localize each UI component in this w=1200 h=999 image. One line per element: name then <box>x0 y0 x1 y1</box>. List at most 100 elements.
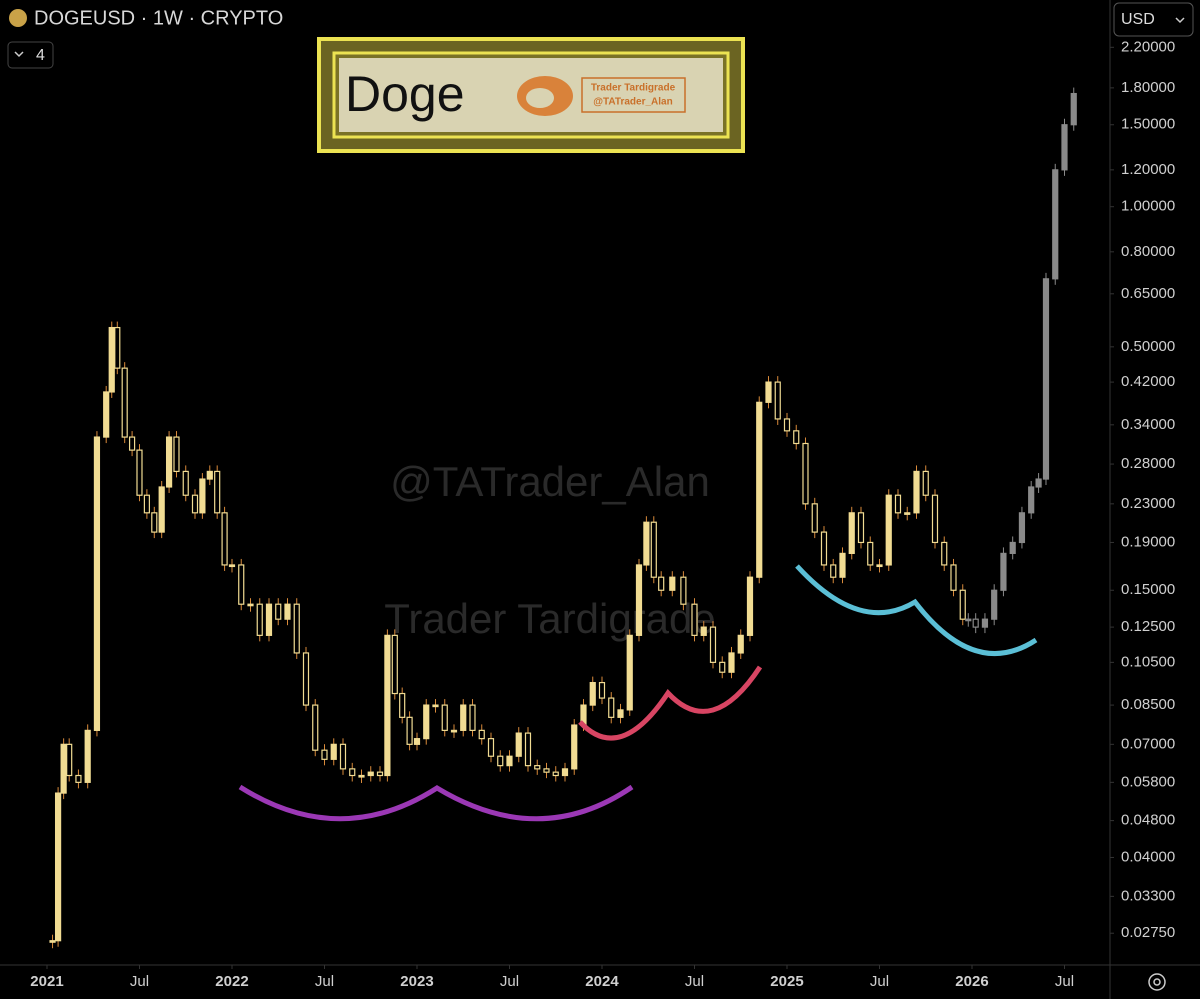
x-tick-label: Jul <box>315 973 334 990</box>
chevron <box>14 51 24 58</box>
candle <box>103 391 110 438</box>
candle <box>376 771 384 777</box>
candle <box>598 681 606 699</box>
candle <box>349 768 356 777</box>
candle <box>700 626 707 636</box>
candle <box>487 738 495 757</box>
logo-title: Doge <box>345 66 465 122</box>
candle <box>617 709 624 718</box>
x-tick-label: 2024 <box>585 973 619 990</box>
candle <box>1028 486 1035 514</box>
candle <box>302 652 310 706</box>
x-tick-label: 2022 <box>215 973 248 990</box>
candle <box>238 564 245 605</box>
candle <box>820 531 828 566</box>
candle <box>950 564 957 591</box>
y-tick-label: 0.07000 <box>1121 735 1175 752</box>
y-tick-label: 0.50000 <box>1121 338 1175 355</box>
logo-tag <box>581 77 686 113</box>
candle <box>497 755 504 767</box>
candle <box>432 704 439 708</box>
y-axis: 2.20000 1.80000 1.50000 1.20000 1.00000 0.800… <box>1110 38 1175 941</box>
candle <box>413 738 421 745</box>
candle <box>885 494 892 566</box>
y-tick-label: 0.10500 <box>1121 653 1175 670</box>
candle <box>608 697 615 718</box>
candle <box>247 603 254 607</box>
settings-icon-center <box>1153 978 1161 986</box>
candle <box>981 618 989 628</box>
candle <box>441 704 448 731</box>
candle <box>151 512 158 533</box>
coin-icon <box>9 9 27 27</box>
candle <box>709 626 717 663</box>
candle <box>391 634 398 695</box>
candle <box>1018 512 1026 544</box>
candle <box>543 768 550 773</box>
candle <box>1052 169 1059 280</box>
candle <box>1061 124 1068 171</box>
y-tick-label: 1.20000 <box>1121 161 1175 178</box>
candle <box>136 449 143 496</box>
candle <box>931 494 939 544</box>
y-tick-label: 0.04000 <box>1121 848 1175 865</box>
pattern-arc <box>238 784 634 822</box>
symbol-title: DOGEUSD · 1W · CRYPTO <box>34 7 283 29</box>
candle <box>765 381 772 403</box>
candle <box>959 589 966 620</box>
y-tick-label: 0.65000 <box>1121 285 1175 302</box>
candle <box>913 470 920 514</box>
currency-select[interactable] <box>1113 2 1194 37</box>
y-tick-label: 0.02750 <box>1121 924 1175 941</box>
tardigrade-icon-detail <box>526 88 554 108</box>
x-tick-label: Jul <box>870 973 889 990</box>
pattern-arc <box>578 665 763 741</box>
candle <box>658 576 665 591</box>
candle <box>589 681 596 706</box>
candle <box>991 589 998 620</box>
candle <box>1035 478 1042 488</box>
candle <box>848 512 855 554</box>
candle <box>793 430 800 445</box>
candle <box>650 521 657 578</box>
x-tick-label: Jul <box>500 973 519 990</box>
settings-icon[interactable] <box>1148 973 1166 991</box>
candle <box>114 326 121 369</box>
candle <box>894 494 902 514</box>
candle <box>1070 92 1077 126</box>
y-tick-label: 2.20000 <box>1121 38 1175 55</box>
currency: USD <box>1121 11 1155 28</box>
candle <box>265 603 273 636</box>
candle <box>922 470 929 496</box>
candle <box>228 564 236 568</box>
watermark-author: Trader Tardigrade <box>384 595 716 642</box>
candle <box>49 940 56 943</box>
candle <box>450 729 458 733</box>
candle <box>746 576 754 636</box>
candle <box>275 603 282 620</box>
watermark-handle: @TATrader_Alan <box>390 458 710 505</box>
candle <box>312 704 319 751</box>
indicator-toggle[interactable] <box>7 41 54 69</box>
candle <box>680 576 687 605</box>
y-tick-label: 0.28000 <box>1121 455 1175 472</box>
candle <box>830 564 837 578</box>
y-tick-label: 0.42000 <box>1121 373 1175 390</box>
candle <box>367 771 374 777</box>
x-tick-label: Jul <box>685 973 704 990</box>
candle <box>941 541 948 566</box>
candle <box>867 541 874 566</box>
candle <box>1009 541 1016 554</box>
candle <box>524 732 532 767</box>
x-axis: 2021 Jul 2022 Jul 2023 Jul 2024 Jul 2025 Jul 2026 J… <box>30 965 1074 990</box>
candle <box>904 512 911 515</box>
candle <box>783 418 791 432</box>
x-tick-label: Jul <box>130 973 149 990</box>
candle <box>214 470 221 514</box>
logo-handle: @TATrader_Alan <box>593 97 672 108</box>
candle <box>478 729 485 740</box>
candle <box>737 634 744 654</box>
candle <box>84 729 91 783</box>
